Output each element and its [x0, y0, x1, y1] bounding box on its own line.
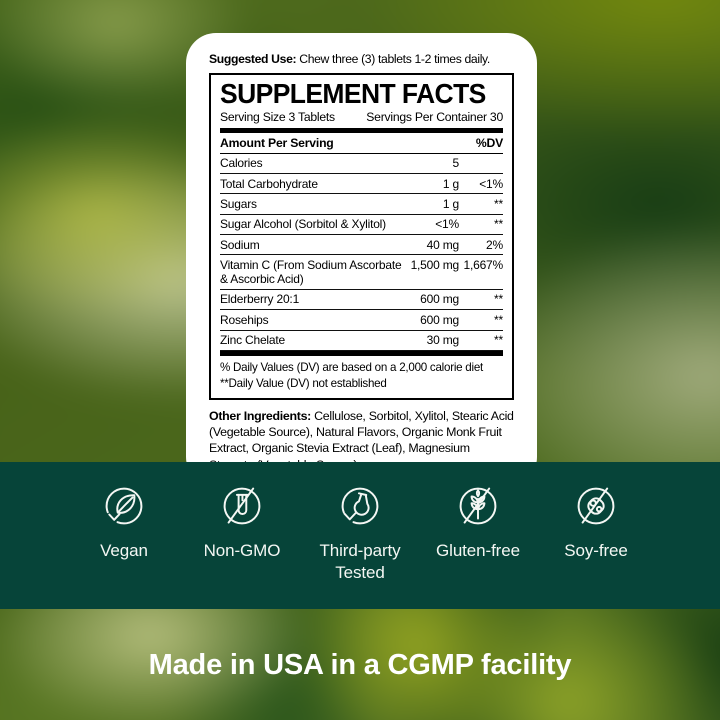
badge-soy-free: Soy-free [540, 481, 652, 609]
nutrient-name: Zinc Chelate [220, 333, 285, 348]
supplement-facts-panel: SUPPLEMENT FACTS Serving Size 3 Tablets … [209, 73, 514, 401]
badge-label: Soy-free [564, 541, 628, 560]
dv-footnote-1: % Daily Values (DV) are based on a 2,000… [220, 360, 484, 374]
nutrient-amount: 1,500 mg [410, 257, 460, 272]
nutrient-row-zinc-chelate: Zinc Chelate 30 mg ** [220, 331, 503, 351]
vegan-leaf-icon [105, 487, 143, 525]
nutrient-dv: ** [494, 292, 503, 307]
nutrient-dv: ** [494, 333, 503, 348]
supplement-label-card: Suggested Use: Chew three (3) tablets 1-… [186, 33, 537, 487]
badge-label: Third-party Tested [319, 541, 401, 583]
amount-header-row: Amount Per Serving %DV [220, 133, 503, 154]
nutrient-name: Elderberry 20:1 [220, 292, 300, 307]
suggested-use-label: Suggested Use: [209, 52, 297, 66]
nutrient-dv: 1,667% [463, 257, 504, 272]
nutrient-name: Sugar Alcohol (Sorbitol & Xylitol) [220, 217, 386, 232]
nutrient-amount: 40 mg [426, 237, 460, 252]
nutrient-amount: <1% [435, 217, 459, 232]
thick-divider-top [220, 127, 503, 133]
soy-free-bean-icon [577, 487, 615, 525]
nutrient-name: Rosehips [220, 312, 269, 327]
claims-banner: Vegan Non-GMO Third-party Tested [0, 462, 720, 609]
made-in-usa-claim: Made in USA in a CGMP facility [148, 649, 572, 681]
nutrient-row-calories: Calories 5 [220, 154, 503, 174]
nutrient-row-total-carbohydrate: Total Carbohydrate 1 g <1% [220, 174, 503, 195]
nutrient-name: Vitamin C (From Sodium Ascorbate & Ascor… [220, 257, 402, 287]
dv-footnote-2: **Daily Value (DV) not established [220, 376, 387, 390]
nutrient-name: Total Carbohydrate [220, 176, 318, 191]
badge-gluten-free: Gluten-free [422, 481, 534, 609]
nutrient-row-sugars: Sugars 1 g ** [220, 194, 503, 215]
nutrient-row-elderberry: Elderberry 20:1 600 mg ** [220, 290, 503, 311]
supplement-facts-title: SUPPLEMENT FACTS [220, 77, 486, 110]
nutrient-name: Sugars [220, 196, 257, 211]
badge-vegan: Vegan [68, 481, 180, 609]
serving-size: Serving Size 3 Tablets [220, 109, 335, 124]
nutrient-row-sodium: Sodium 40 mg 2% [220, 235, 503, 256]
gluten-free-wheat-icon [459, 487, 497, 525]
nutrient-name: Calories [220, 156, 263, 171]
nutrient-row-vitamin-c: Vitamin C (From Sodium Ascorbate & Ascor… [220, 255, 503, 290]
amount-per-serving-label: Amount Per Serving [220, 135, 334, 150]
nutrient-dv: 2% [486, 237, 503, 252]
third-party-tested-flask-icon [341, 487, 379, 525]
badge-label: Non-GMO [203, 541, 281, 560]
nutrient-dv: ** [494, 312, 503, 327]
nutrient-dv: ** [494, 217, 503, 232]
nutrient-amount: 600 mg [420, 312, 459, 327]
badge-label: Vegan [100, 541, 148, 560]
nutrient-amount: 1 g [442, 196, 459, 211]
nutrient-amount: 600 mg [420, 292, 459, 307]
non-gmo-test-tube-icon [223, 487, 261, 525]
nutrient-amount: 1 g [442, 176, 459, 191]
suggested-use-line: Suggested Use: Chew three (3) tablets 1-… [209, 52, 514, 66]
nutrient-amount: 5 [452, 156, 460, 171]
servings-per-container: Servings Per Container 30 [366, 109, 503, 124]
nutrient-name: Sodium [220, 237, 260, 252]
serving-row: Serving Size 3 Tablets Servings Per Cont… [220, 108, 503, 128]
dv-footnotes: % Daily Values (DV) are based on a 2,000… [220, 356, 503, 391]
badge-non-gmo: Non-GMO [186, 481, 298, 609]
badge-label: Gluten-free [436, 541, 520, 560]
badge-third-party-tested: Third-party Tested [304, 481, 416, 609]
dv-header-label: %DV [475, 135, 503, 150]
nutrient-row-rosehips: Rosehips 600 mg ** [220, 310, 503, 331]
other-ingredients-label: Other Ingredients: [209, 409, 311, 424]
nutrient-dv: ** [494, 196, 503, 211]
nutrient-amount: 30 mg [426, 333, 460, 348]
nutrient-row-sugar-alcohol: Sugar Alcohol (Sorbitol & Xylitol) <1% *… [220, 215, 503, 235]
suggested-use-text: Chew three (3) tablets 1-2 times daily. [296, 52, 490, 66]
nutrient-dv: <1% [479, 176, 503, 191]
thick-divider-bottom [220, 350, 503, 356]
